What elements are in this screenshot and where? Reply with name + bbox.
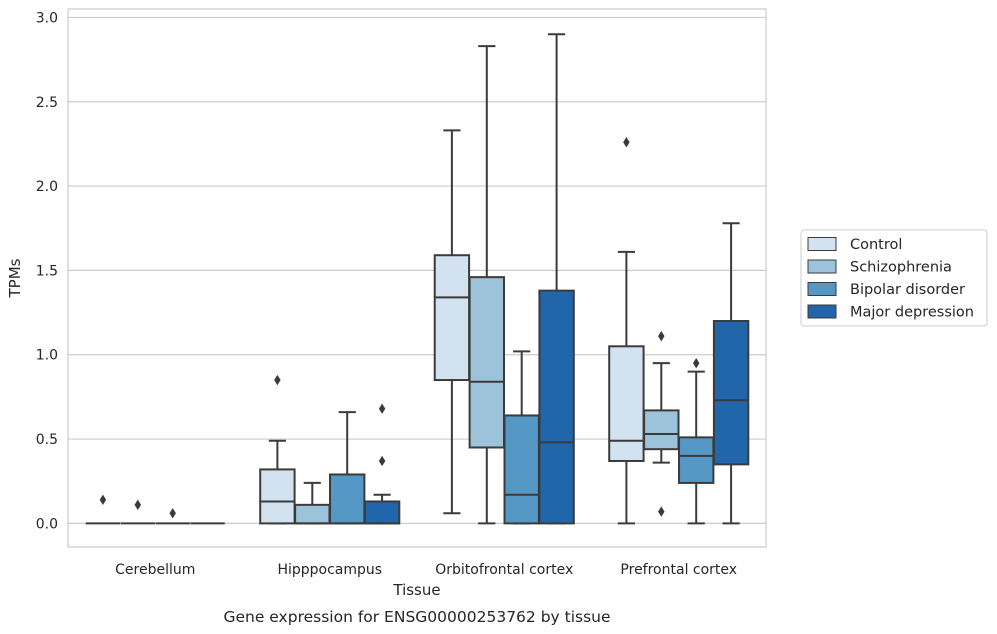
box-mark xyxy=(643,331,680,517)
x-tick-label: Cerebellum xyxy=(115,562,195,578)
box-body xyxy=(538,289,575,525)
box-body xyxy=(608,345,645,462)
y-tick-label: 2.0 xyxy=(36,179,58,195)
outlier-point xyxy=(378,403,386,414)
y-tick-label: 1.5 xyxy=(36,263,58,279)
box-mark xyxy=(329,411,366,525)
box-mark xyxy=(468,45,505,525)
y-tick-label: 0.5 xyxy=(36,432,58,448)
box-mark xyxy=(678,357,715,525)
box-series xyxy=(85,33,750,525)
box-mark xyxy=(538,33,575,525)
plot-area-frame xyxy=(67,8,767,548)
legend-label: Bipolar disorder xyxy=(850,282,965,298)
box-mark xyxy=(363,403,401,525)
legend-frame xyxy=(800,229,988,327)
legend-label: Control xyxy=(850,237,902,253)
box-mark xyxy=(120,499,155,525)
y-tick-label: 2.5 xyxy=(36,95,58,111)
legend-swatch xyxy=(807,304,837,319)
outlier-point xyxy=(658,506,665,517)
outlier-point xyxy=(99,494,107,505)
box-mark xyxy=(85,494,121,525)
box-mark xyxy=(712,222,750,525)
y-tick-label: 0.0 xyxy=(36,516,58,532)
box-body xyxy=(643,409,680,451)
legend-swatch xyxy=(807,259,837,274)
legend: Control Schizophrenia Bipolar disorder Majo… xyxy=(800,229,988,327)
legend-label: Major depression xyxy=(850,305,974,321)
box-body xyxy=(363,500,401,525)
box-body xyxy=(329,473,366,525)
x-tick-label: Hipppocampus xyxy=(277,562,382,578)
box-body xyxy=(503,414,540,525)
x-tick-label: Prefrontal cortex xyxy=(620,562,737,578)
x-tick-label: Orbitofrontal cortex xyxy=(435,562,573,578)
box-mark xyxy=(433,129,471,515)
box-body xyxy=(712,320,750,466)
outlier-point xyxy=(378,455,386,467)
grid-lines xyxy=(68,16,766,524)
y-tick-label: 3.0 xyxy=(36,10,58,26)
legend-label: Schizophrenia xyxy=(850,260,952,276)
outlier-point xyxy=(692,357,700,369)
box-mark xyxy=(294,481,331,525)
outlier-point xyxy=(134,499,142,511)
box-body xyxy=(294,503,331,525)
series-group xyxy=(190,33,750,525)
y-tick-label: 1.0 xyxy=(36,348,58,364)
box-body xyxy=(468,276,505,449)
legend-swatch xyxy=(807,282,837,296)
chart-caption: Gene expression for ENSG00000253762 by t… xyxy=(223,608,610,626)
y-axis-ticks: 0.0 0.5 1.0 1.5 2.0 2.5 3.0 xyxy=(36,10,58,532)
box-mark xyxy=(608,137,645,525)
box-mark xyxy=(259,374,296,525)
box-mark xyxy=(503,350,540,525)
outlier-point xyxy=(623,137,630,148)
y-axis-title: TPMs xyxy=(6,258,24,298)
outlier-point xyxy=(274,374,281,386)
series-group xyxy=(155,350,715,525)
box-body xyxy=(433,254,471,382)
box-mark xyxy=(155,508,190,525)
outlier-point xyxy=(169,508,176,519)
legend-swatch xyxy=(807,237,837,251)
x-axis-ticks: Cerebellum Hipppocampus Orbitofrontal cort… xyxy=(115,562,737,578)
series-group xyxy=(120,45,680,525)
x-axis-title: Tissue xyxy=(392,581,440,599)
outlier-point xyxy=(658,331,665,342)
box-body xyxy=(678,436,715,484)
series-group xyxy=(85,129,645,525)
box-body xyxy=(259,468,296,525)
